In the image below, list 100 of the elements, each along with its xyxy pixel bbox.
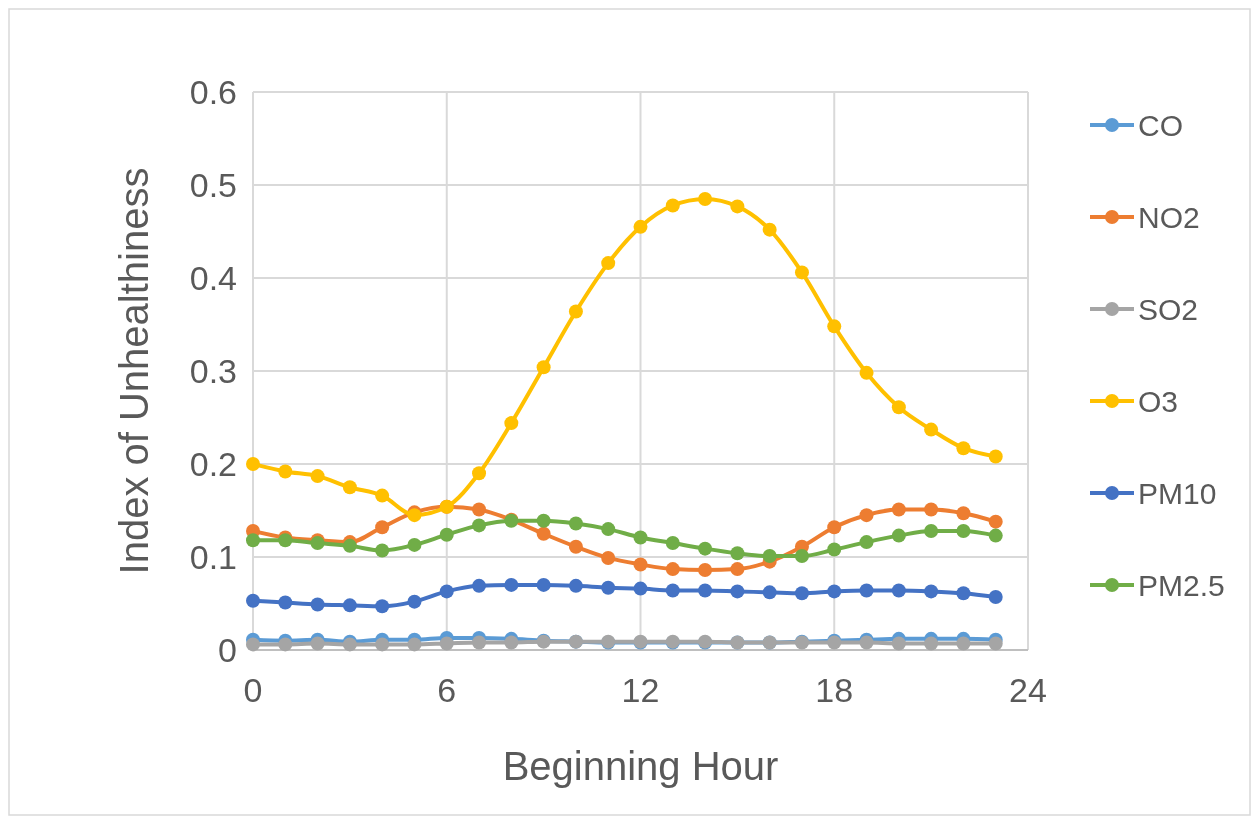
point — [536, 513, 551, 528]
y-axis-title: Index of Unhealthiness — [112, 167, 156, 575]
point — [859, 583, 874, 598]
point — [956, 441, 971, 456]
point — [891, 528, 906, 543]
point — [730, 199, 745, 214]
point — [504, 416, 519, 431]
point — [956, 586, 971, 601]
y-tick-label: 0.1 — [189, 537, 237, 576]
point — [924, 523, 939, 538]
y-tick-label: 0.4 — [189, 258, 237, 297]
point — [375, 488, 390, 503]
point — [633, 530, 648, 545]
point — [633, 557, 648, 572]
point — [859, 365, 874, 380]
point — [310, 597, 325, 612]
point — [924, 422, 939, 437]
point — [827, 520, 842, 535]
x-tick-label: 12 — [621, 671, 660, 709]
point — [633, 219, 648, 234]
legend-label: SO2 — [1138, 292, 1199, 326]
point — [278, 595, 293, 610]
point — [310, 636, 325, 651]
legend-label: PM10 — [1138, 476, 1217, 510]
point — [730, 584, 745, 599]
point — [278, 637, 293, 652]
point — [762, 222, 777, 237]
point — [794, 265, 809, 280]
point — [891, 583, 906, 598]
legend-label: PM2.5 — [1138, 568, 1225, 602]
point — [407, 637, 422, 652]
point — [988, 514, 1003, 529]
point — [601, 522, 616, 537]
x-tick-label: 6 — [437, 671, 457, 709]
point — [375, 637, 390, 652]
point — [924, 636, 939, 651]
point — [342, 480, 357, 495]
point — [827, 584, 842, 599]
point — [568, 304, 583, 319]
point — [827, 319, 842, 334]
point — [342, 598, 357, 613]
point — [472, 635, 487, 650]
point — [698, 583, 713, 598]
point — [988, 449, 1003, 464]
point — [956, 523, 971, 538]
point — [472, 466, 487, 481]
y-tick-label: 0.5 — [189, 165, 237, 204]
point — [601, 550, 616, 565]
y-tick-label: 0.3 — [189, 351, 237, 390]
point — [568, 578, 583, 593]
point — [698, 563, 713, 578]
point — [665, 583, 680, 598]
point — [956, 636, 971, 651]
point — [891, 502, 906, 517]
point — [730, 546, 745, 561]
point — [439, 527, 454, 542]
point — [407, 594, 422, 609]
point — [794, 586, 809, 601]
point — [665, 198, 680, 213]
point — [568, 516, 583, 531]
point — [472, 578, 487, 593]
point — [278, 464, 293, 479]
point — [568, 539, 583, 554]
y-tick-label: 0.6 — [189, 72, 237, 111]
point — [504, 635, 519, 650]
point — [439, 636, 454, 651]
point — [407, 537, 422, 552]
point — [762, 585, 777, 600]
point — [375, 520, 390, 535]
point — [794, 549, 809, 564]
point — [859, 535, 874, 550]
point — [665, 536, 680, 551]
point — [375, 543, 390, 558]
legend-label: O3 — [1138, 384, 1179, 418]
legend-label: NO2 — [1138, 200, 1200, 234]
point — [698, 191, 713, 206]
point — [536, 526, 551, 541]
point — [601, 580, 616, 595]
point — [246, 637, 260, 652]
point — [472, 518, 487, 533]
point — [988, 636, 1003, 651]
point — [891, 400, 906, 415]
point — [956, 506, 971, 521]
point — [988, 589, 1003, 604]
point — [665, 562, 680, 577]
point — [827, 542, 842, 557]
point — [472, 502, 487, 517]
point — [536, 577, 551, 592]
point — [633, 581, 648, 596]
point — [246, 533, 260, 548]
point — [924, 584, 939, 599]
point — [310, 469, 325, 484]
point — [375, 599, 390, 614]
x-tick-label: 18 — [815, 671, 854, 709]
y-tick-label: 0 — [218, 630, 237, 669]
point — [246, 593, 260, 608]
point — [988, 528, 1003, 543]
legend-label: CO — [1138, 108, 1183, 142]
point — [924, 502, 939, 517]
x-tick-label: 24 — [1009, 671, 1047, 709]
